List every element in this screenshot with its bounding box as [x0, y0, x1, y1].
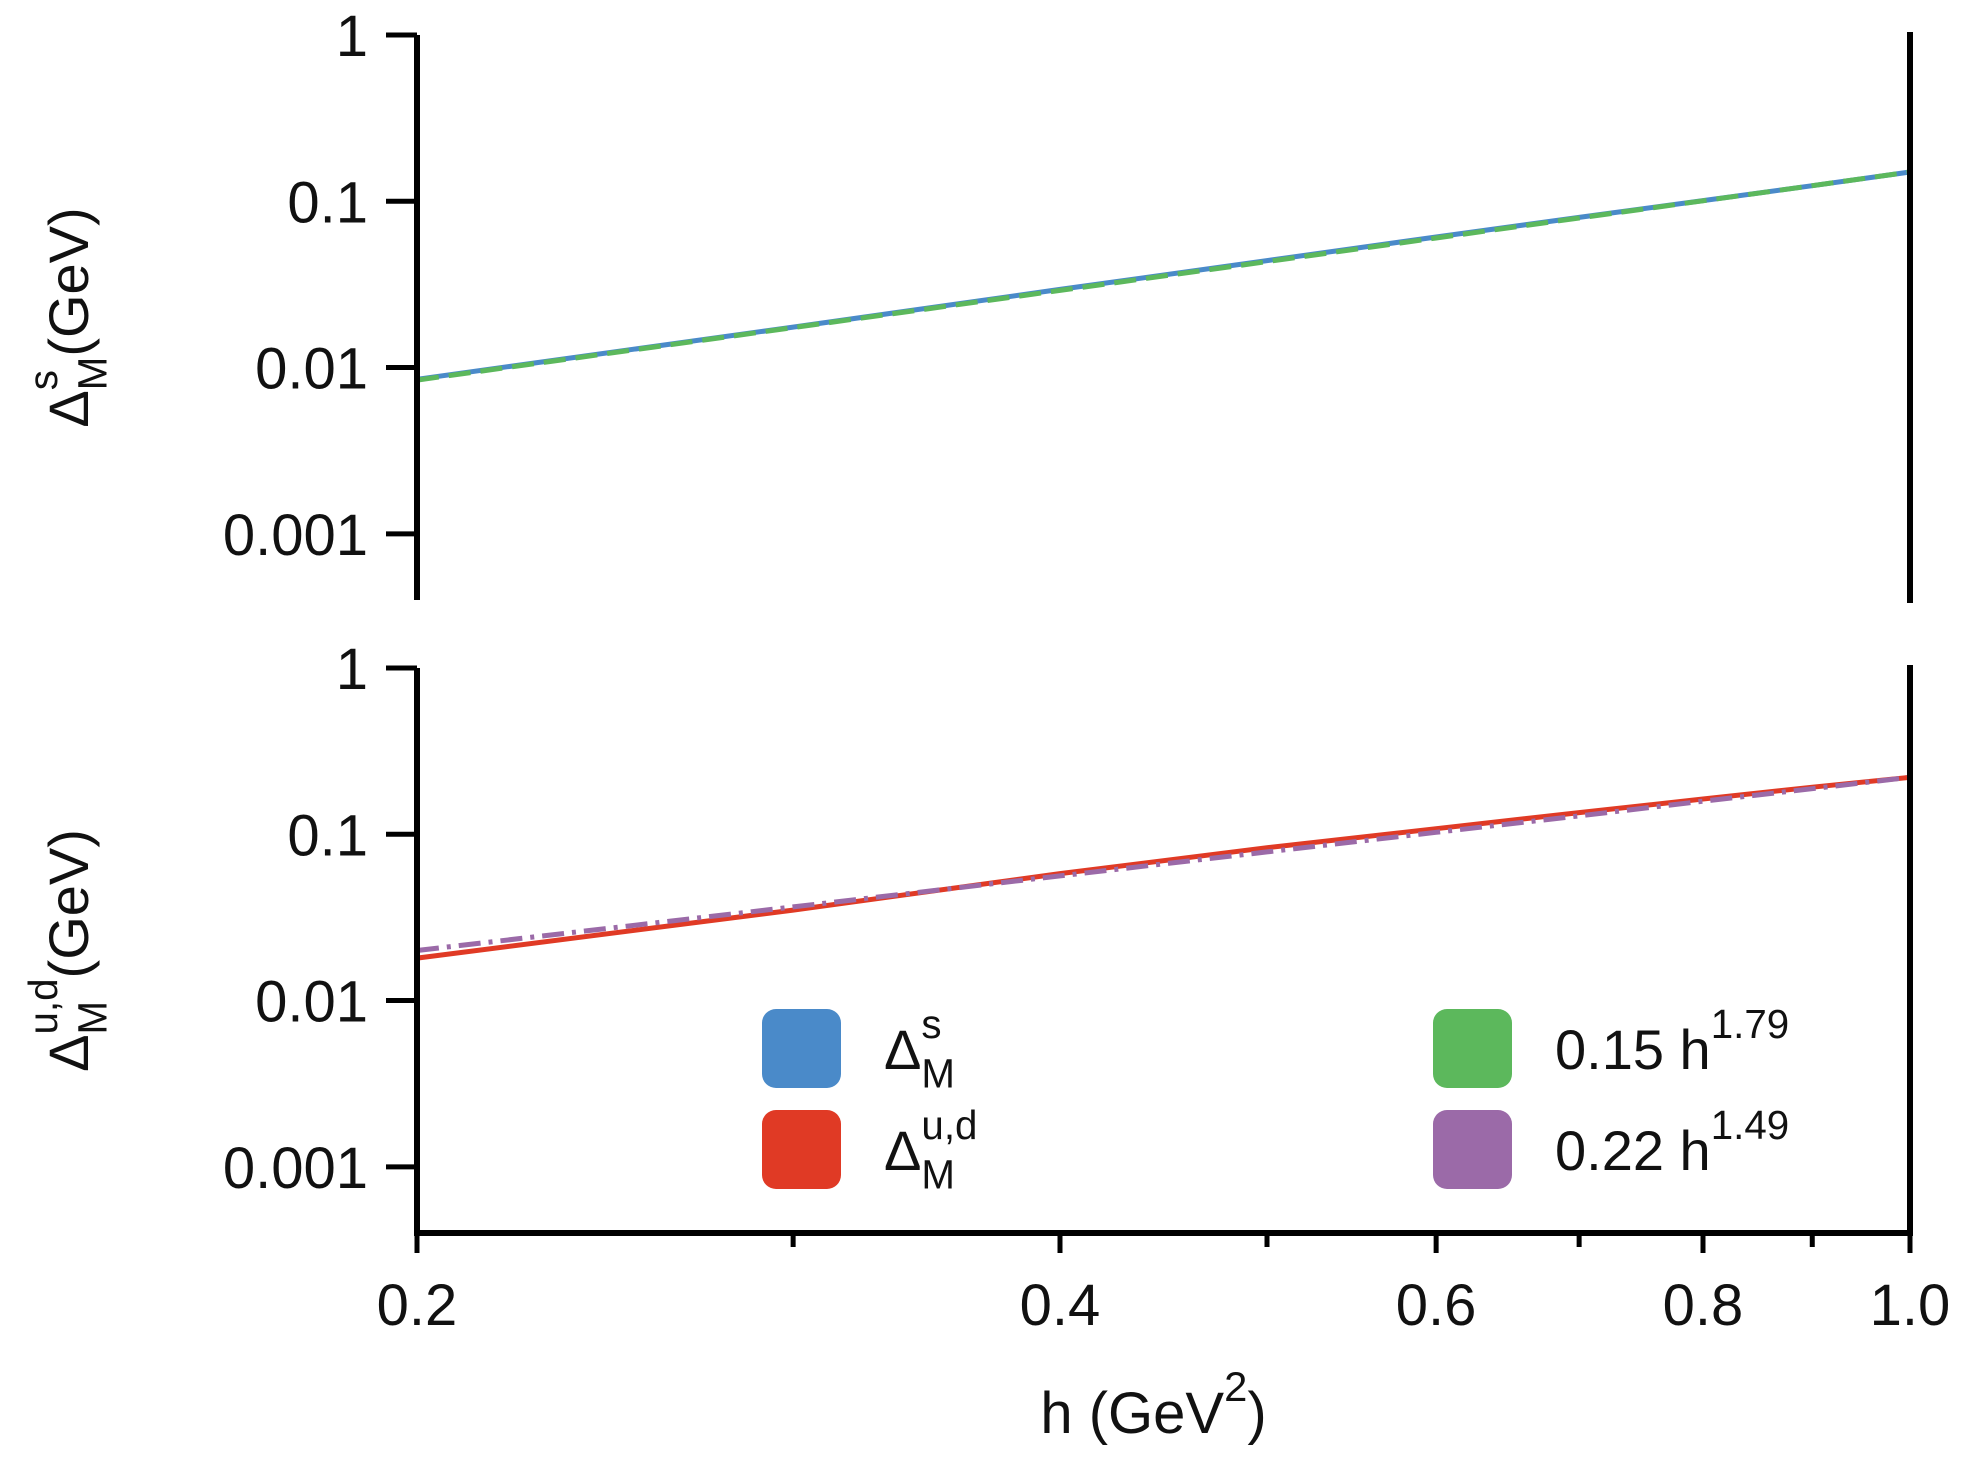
- y-axis-title-text: (GeV): [37, 829, 100, 978]
- y-tick-label: 0.1: [287, 803, 368, 868]
- x-tick-label: 0.4: [1020, 1273, 1101, 1338]
- y-axis-title-text: Δ: [37, 390, 100, 427]
- legend-label-sub: M: [921, 1151, 955, 1197]
- x-axis-title-text: h (GeV: [1040, 1381, 1224, 1446]
- y-tick-label: 0.1: [287, 170, 368, 235]
- data-line: [416, 774, 1911, 953]
- legend-swatch: [1433, 1110, 1512, 1189]
- legend-label-sup: u,d: [921, 1102, 977, 1148]
- y-axis-title-text: Δ: [37, 1035, 100, 1072]
- y-axis-title-sub: M: [69, 1001, 115, 1035]
- legend-label: 0.22 h 1.49: [1555, 1102, 1789, 1182]
- y-tick-label: 0.01: [255, 970, 368, 1035]
- x-axis-title-text: ): [1247, 1381, 1266, 1446]
- legend-label-text: Δ: [884, 1119, 921, 1182]
- legend-label-text: 0.22 h: [1555, 1119, 1711, 1182]
- legend-label-sup: 1.79: [1711, 1001, 1789, 1047]
- y-tick-label: 0.001: [223, 1136, 368, 1201]
- legend-label-text: 0.15 h: [1555, 1018, 1711, 1081]
- x-tick-label: 0.2: [377, 1273, 458, 1338]
- legend-label-text: Δ: [884, 1018, 921, 1081]
- x-axis-title-sup: 2: [1224, 1363, 1247, 1410]
- data-line: [416, 169, 1911, 383]
- y-tick-label: 1: [336, 637, 368, 702]
- legend-label-sub: M: [921, 1050, 955, 1096]
- legend-label-sup: s: [921, 1001, 941, 1047]
- y-axis-title-sub: M: [69, 357, 115, 391]
- legend-swatch: [1433, 1009, 1512, 1088]
- x-tick-label: 0.8: [1663, 1273, 1744, 1338]
- panel: 1 0.1 0.01 0.001 Δs M (GeV): [20, 4, 1913, 603]
- y-axis-title-sup: u,d: [20, 978, 66, 1034]
- x-tick-label: 0.6: [1396, 1273, 1477, 1338]
- y-axis-title: Δu,d M (GeV): [20, 829, 115, 1072]
- legend-swatch: [762, 1009, 841, 1088]
- x-tick-label: 1.0: [1870, 1273, 1951, 1338]
- y-tick-label: 1: [336, 4, 368, 69]
- y-tick-label: 0.01: [255, 337, 368, 402]
- legend-swatch: [762, 1110, 841, 1189]
- y-axis-title-sup: s: [20, 370, 66, 390]
- y-axis-title: Δs M (GeV): [20, 207, 115, 427]
- y-tick-label: 0.001: [223, 503, 368, 568]
- y-axis-title-text: (GeV): [37, 207, 100, 356]
- legend-label: 0.15 h 1.79: [1555, 1001, 1789, 1081]
- x-axis-title: h (GeV 2): [1040, 1363, 1266, 1446]
- legend-label-sup: 1.49: [1711, 1102, 1789, 1148]
